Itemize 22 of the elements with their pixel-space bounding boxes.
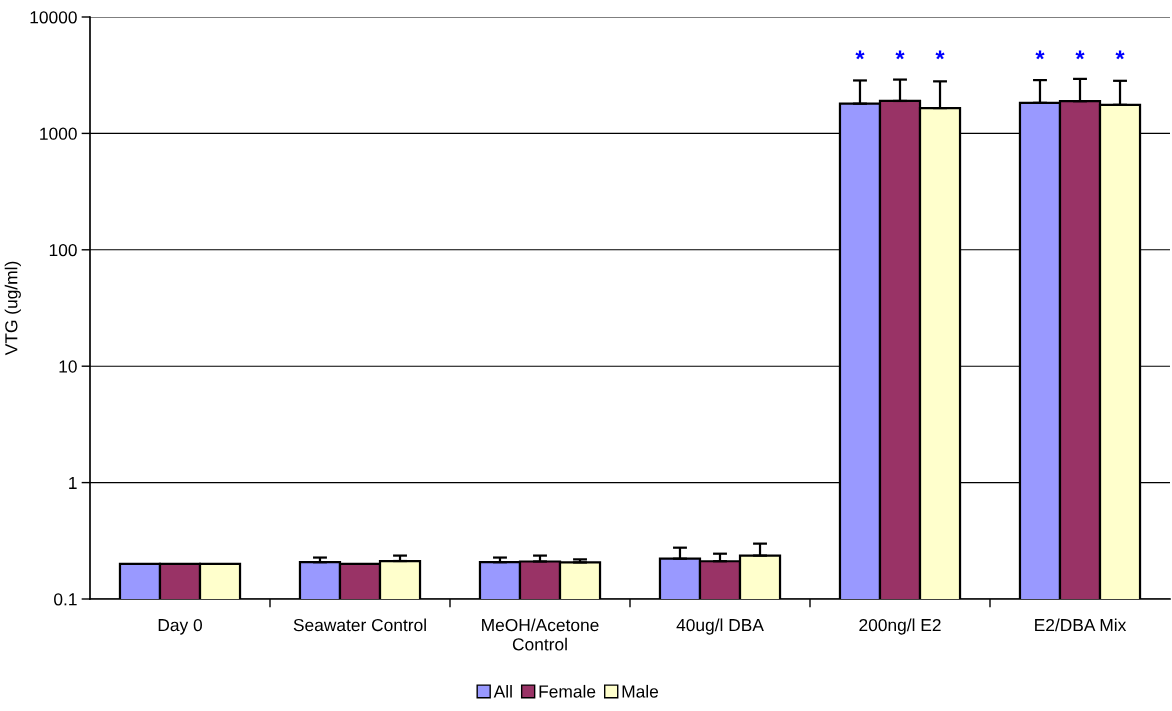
data-label: *	[895, 50, 905, 60]
x-tick-label: E2/DBA Mix	[1035, 618, 1127, 632]
data-label: *	[1115, 50, 1125, 60]
data-label: *	[1035, 50, 1045, 60]
y-tick-label: 100	[49, 243, 77, 257]
legend-label: Male	[622, 684, 659, 698]
y-tick-label: 1	[69, 476, 77, 489]
x-tick-label: Seawater Control	[293, 618, 426, 632]
legend-label: All	[493, 684, 512, 698]
x-tick-label: 200ng/l E2	[859, 618, 941, 635]
y-tick-label: 1000	[40, 127, 77, 140]
data-label: *	[855, 50, 865, 60]
data-label: *	[1075, 50, 1085, 60]
legend-label: Female	[539, 684, 596, 698]
x-tick-label: 40ug/l DBA	[676, 618, 764, 635]
x-tick-label: Day 0	[158, 618, 202, 635]
x-tick-label: MeOH/Acetone Control	[482, 618, 599, 651]
y-tick-label: 0.1	[54, 593, 77, 606]
y-tick-label: 10000	[30, 11, 77, 24]
y-tick-label: 10	[59, 360, 77, 373]
y-axis-title: VTG (ug/ml)	[4, 261, 21, 356]
data-label: *	[935, 50, 945, 60]
